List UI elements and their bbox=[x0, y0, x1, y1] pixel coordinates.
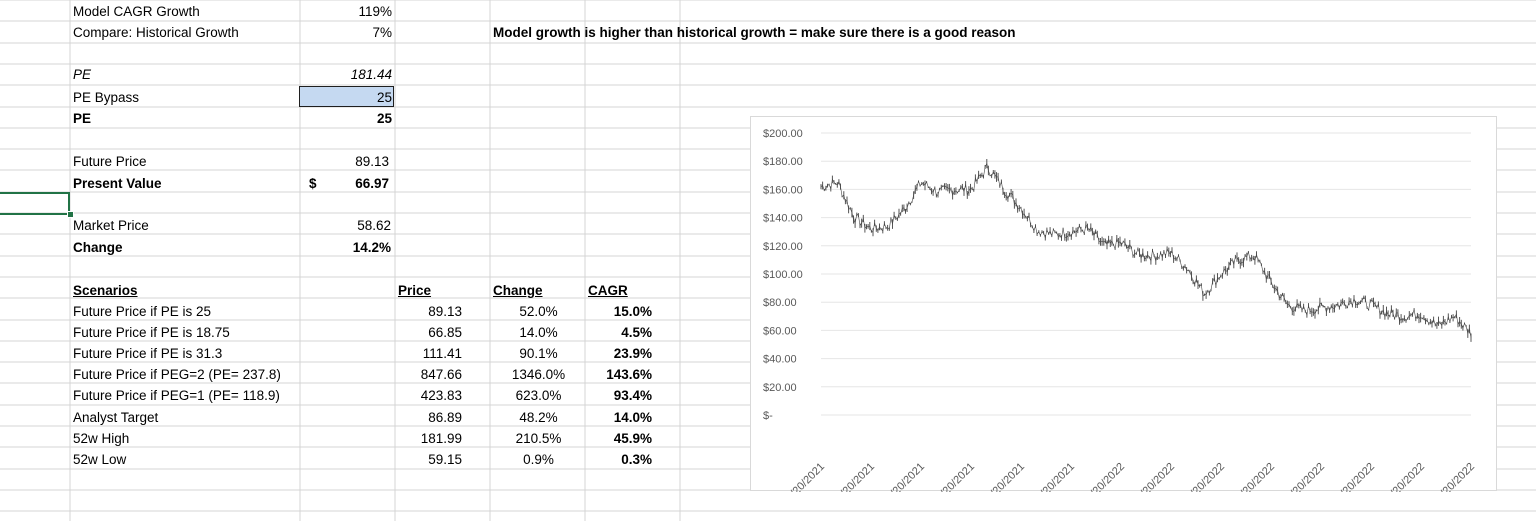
scenario-name: 52w Low bbox=[73, 452, 127, 467]
scenario-name: Future Price if PE is 31.3 bbox=[73, 346, 223, 361]
y-tick-label: $80.00 bbox=[763, 297, 797, 309]
present-value-label: Present Value bbox=[73, 176, 162, 191]
change-header: Change bbox=[493, 283, 543, 298]
scenario-cagr[interactable]: 4.5% bbox=[621, 325, 652, 340]
scenario-name: Future Price if PE is 25 bbox=[73, 304, 212, 319]
scenario-change[interactable]: 90.1% bbox=[519, 346, 558, 361]
scenario-change[interactable]: 14.0% bbox=[519, 325, 558, 340]
model-cagr-value[interactable]: 119% bbox=[358, 4, 392, 19]
growth-warning-note: Model growth is higher than historical g… bbox=[493, 25, 1016, 40]
y-tick-label: $100.00 bbox=[763, 269, 803, 281]
x-tick-label: 5/20/2022 bbox=[1284, 461, 1327, 492]
price-chart-svg: $- $20.00 $40.00 $60.00 $80.00 $100.00 $120.00… bbox=[763, 128, 1477, 492]
x-tick-label: 12/20/2021 bbox=[1030, 461, 1077, 492]
y-tick-label: $180.00 bbox=[763, 156, 803, 168]
scenario-cagr[interactable]: 0.3% bbox=[621, 452, 652, 467]
scenario-price[interactable]: 59.15 bbox=[428, 452, 462, 467]
scenario-change[interactable]: 1346.0% bbox=[511, 367, 566, 382]
scenario-name: Future Price if PE is 18.75 bbox=[73, 325, 230, 340]
pe-bypass-label: PE Bypass bbox=[73, 90, 140, 105]
y-tick-label: $60.00 bbox=[763, 325, 797, 337]
model-cagr-label: Model CAGR Growth bbox=[73, 4, 200, 19]
market-price-label: Market Price bbox=[73, 218, 149, 233]
scenario-price[interactable]: 111.41 bbox=[422, 346, 462, 361]
scenario-change[interactable]: 0.9% bbox=[523, 452, 554, 467]
scenario-price[interactable]: 66.85 bbox=[428, 325, 462, 340]
x-tick-label: 9/20/2021 bbox=[884, 461, 927, 492]
present-value-currency: $ bbox=[309, 176, 317, 191]
y-tick-label: $120.00 bbox=[763, 241, 803, 253]
cagr-header: CAGR bbox=[588, 283, 628, 298]
scenario-cagr[interactable]: 93.4% bbox=[613, 388, 652, 403]
scenario-change[interactable]: 623.0% bbox=[515, 388, 562, 403]
scenario-name: 52w High bbox=[73, 431, 130, 446]
x-tick-label: 8/20/2022 bbox=[1434, 461, 1477, 492]
selected-input-cell[interactable] bbox=[299, 86, 394, 107]
scenario-price[interactable]: 86.89 bbox=[428, 410, 462, 425]
pe-label: PE bbox=[73, 67, 92, 82]
present-value-value[interactable]: 66.97 bbox=[355, 176, 389, 191]
market-price-value[interactable]: 58.62 bbox=[357, 218, 391, 233]
scenario-change[interactable]: 210.5% bbox=[515, 431, 562, 446]
historical-growth-value[interactable]: 7% bbox=[372, 25, 392, 40]
future-price-label: Future Price bbox=[73, 154, 147, 169]
x-tick-label: 2/20/2022 bbox=[1134, 461, 1177, 492]
scenario-cagr[interactable]: 143.6% bbox=[606, 367, 652, 382]
y-tick-label: $40.00 bbox=[763, 354, 797, 366]
scenario-change[interactable]: 52.0% bbox=[519, 304, 558, 319]
x-tick-label: 7/20/2021 bbox=[784, 461, 827, 492]
scenarios-header: Scenarios bbox=[73, 283, 138, 298]
scenario-cagr[interactable]: 14.0% bbox=[613, 410, 652, 425]
x-tick-label: 7/20/2022 bbox=[1384, 461, 1427, 492]
scenario-price[interactable]: 89.13 bbox=[428, 304, 462, 319]
y-tick-label: $20.00 bbox=[763, 382, 797, 394]
scenario-name: Analyst Target bbox=[73, 410, 159, 425]
scenario-price[interactable]: 423.83 bbox=[420, 388, 462, 403]
x-tick-label: 3/20/2022 bbox=[1184, 461, 1227, 492]
change-value[interactable]: 14.2% bbox=[352, 240, 391, 255]
scenario-name: Future Price if PEG=1 (PE= 118.9) bbox=[73, 388, 280, 403]
price-chart[interactable]: $- $20.00 $40.00 $60.00 $80.00 $100.00 $120.00… bbox=[750, 116, 1497, 492]
x-tick-label: 10/20/2021 bbox=[930, 461, 977, 492]
pe-bypass-value[interactable]: 25 bbox=[376, 90, 392, 105]
scenario-name: Future Price if PEG=2 (PE= 237.8) bbox=[73, 367, 281, 382]
scenario-price[interactable]: 181.99 bbox=[420, 431, 462, 446]
pe-final-value[interactable]: 25 bbox=[376, 111, 392, 126]
scenario-change[interactable]: 48.2% bbox=[519, 410, 558, 425]
y-tick-label: $160.00 bbox=[763, 184, 803, 196]
x-tick-label: 1/20/2022 bbox=[1084, 461, 1127, 492]
y-tick-label: $200.00 bbox=[763, 128, 803, 140]
pe-final-label: PE bbox=[73, 111, 92, 126]
future-price-value[interactable]: 89.13 bbox=[355, 154, 389, 169]
scenario-cagr[interactable]: 15.0% bbox=[613, 304, 652, 319]
historical-growth-label: Compare: Historical Growth bbox=[73, 25, 239, 40]
x-tick-label: 11/20/2021 bbox=[980, 461, 1027, 492]
pe-value[interactable]: 181.44 bbox=[350, 67, 392, 82]
price-series-line bbox=[820, 162, 1472, 338]
scenario-price[interactable]: 847.66 bbox=[420, 367, 462, 382]
change-label: Change bbox=[73, 240, 123, 255]
x-tick-label: 4/20/2022 bbox=[1234, 461, 1277, 492]
scenario-cagr[interactable]: 23.9% bbox=[613, 346, 652, 361]
y-tick-label: $- bbox=[763, 410, 773, 422]
x-tick-label: 8/20/2021 bbox=[834, 461, 877, 492]
price-header: Price bbox=[398, 283, 432, 298]
x-tick-label: 6/20/2022 bbox=[1334, 461, 1377, 492]
fill-handle[interactable] bbox=[67, 211, 74, 218]
active-cell-cursor[interactable] bbox=[0, 192, 70, 215]
y-tick-label: $140.00 bbox=[763, 213, 803, 225]
scenario-cagr[interactable]: 45.9% bbox=[613, 431, 652, 446]
